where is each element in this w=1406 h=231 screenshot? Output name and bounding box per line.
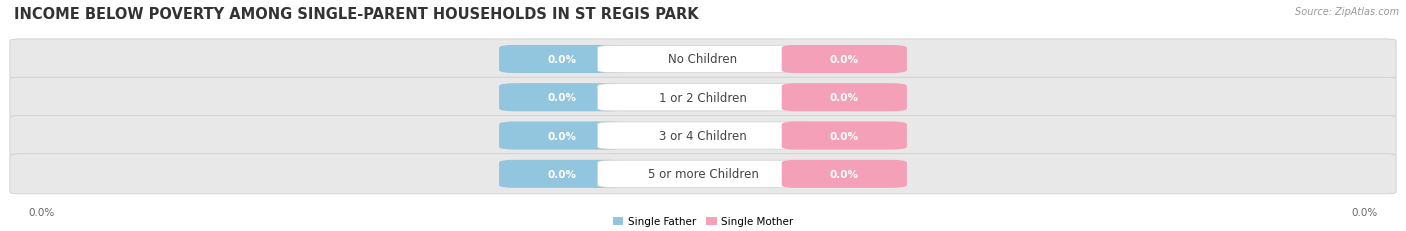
Text: 3 or 4 Children: 3 or 4 Children (659, 129, 747, 143)
Legend: Single Father, Single Mother: Single Father, Single Mother (609, 212, 797, 231)
FancyBboxPatch shape (10, 78, 1396, 118)
Text: 1 or 2 Children: 1 or 2 Children (659, 91, 747, 104)
Text: No Children: No Children (668, 53, 738, 66)
FancyBboxPatch shape (499, 122, 624, 150)
Text: INCOME BELOW POVERTY AMONG SINGLE-PARENT HOUSEHOLDS IN ST REGIS PARK: INCOME BELOW POVERTY AMONG SINGLE-PARENT… (14, 7, 699, 22)
FancyBboxPatch shape (598, 161, 808, 188)
FancyBboxPatch shape (598, 84, 808, 111)
Text: 0.0%: 0.0% (1351, 207, 1378, 218)
Text: 0.0%: 0.0% (830, 169, 859, 179)
FancyBboxPatch shape (10, 116, 1396, 156)
FancyBboxPatch shape (10, 154, 1396, 194)
FancyBboxPatch shape (782, 84, 907, 112)
Text: 0.0%: 0.0% (547, 55, 576, 65)
FancyBboxPatch shape (782, 46, 907, 74)
FancyBboxPatch shape (499, 84, 624, 112)
FancyBboxPatch shape (499, 46, 624, 74)
Text: 0.0%: 0.0% (830, 93, 859, 103)
FancyBboxPatch shape (598, 46, 808, 73)
FancyBboxPatch shape (598, 122, 808, 149)
Text: 0.0%: 0.0% (28, 207, 55, 218)
Text: 0.0%: 0.0% (830, 131, 859, 141)
Text: 0.0%: 0.0% (547, 131, 576, 141)
Text: Source: ZipAtlas.com: Source: ZipAtlas.com (1295, 7, 1399, 17)
Text: 0.0%: 0.0% (830, 55, 859, 65)
Text: 0.0%: 0.0% (547, 93, 576, 103)
FancyBboxPatch shape (782, 122, 907, 150)
Text: 5 or more Children: 5 or more Children (648, 167, 758, 181)
Text: 0.0%: 0.0% (547, 169, 576, 179)
FancyBboxPatch shape (782, 160, 907, 188)
FancyBboxPatch shape (10, 40, 1396, 80)
FancyBboxPatch shape (499, 160, 624, 188)
